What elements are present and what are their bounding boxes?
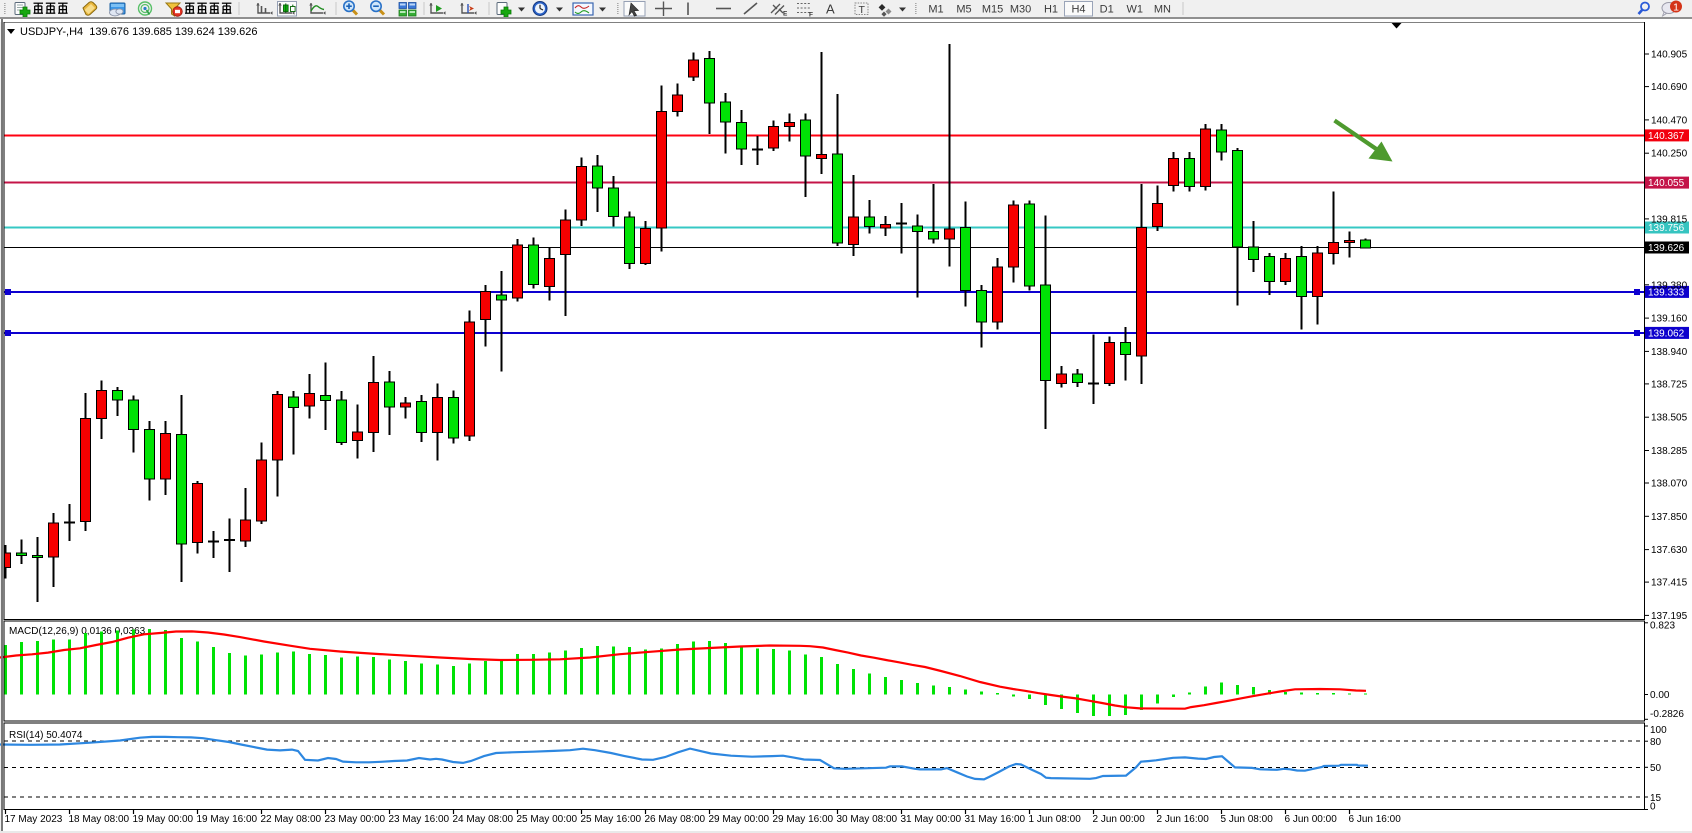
svg-text:H1: H1 (1044, 4, 1058, 16)
svg-text:H4: H4 (1071, 4, 1085, 16)
svg-text:138.505: 138.505 (1651, 413, 1688, 424)
svg-text:31 May 16:00: 31 May 16:00 (965, 814, 1026, 825)
svg-text:139.160: 139.160 (1651, 314, 1688, 325)
svg-text:F: F (809, 12, 813, 18)
svg-text:50: 50 (1650, 763, 1662, 774)
svg-text:31 May 00:00: 31 May 00:00 (901, 814, 962, 825)
svg-text:138.725: 138.725 (1651, 379, 1688, 390)
svg-text:100: 100 (1650, 725, 1667, 736)
svg-text:M15: M15 (982, 4, 1003, 16)
svg-text:25 May 00:00: 25 May 00:00 (517, 814, 578, 825)
svg-text:18 May 08:00: 18 May 08:00 (69, 814, 130, 825)
svg-text:0.823: 0.823 (1650, 621, 1675, 632)
svg-text:140.367: 140.367 (1648, 131, 1685, 142)
svg-text:140.055: 140.055 (1648, 178, 1685, 189)
svg-text:M5: M5 (956, 4, 971, 16)
svg-text:D1: D1 (1100, 4, 1114, 16)
svg-text:1: 1 (1673, 2, 1679, 14)
svg-text:2 Jun 16:00: 2 Jun 16:00 (1157, 814, 1210, 825)
svg-text:139.626: 139.626 (1648, 243, 1685, 254)
svg-text:139.333: 139.333 (1648, 287, 1685, 298)
svg-text:1 Jun 08:00: 1 Jun 08:00 (1029, 814, 1082, 825)
svg-text:139.756: 139.756 (1648, 223, 1685, 234)
svg-text:140.470: 140.470 (1651, 115, 1688, 126)
svg-text:2 Jun 00:00: 2 Jun 00:00 (1093, 814, 1146, 825)
svg-text:T: T (859, 4, 866, 16)
svg-text:5 Jun 08:00: 5 Jun 08:00 (1221, 814, 1274, 825)
svg-text:24 May 08:00: 24 May 08:00 (453, 814, 514, 825)
svg-text:0: 0 (1650, 802, 1656, 813)
svg-text:6 Jun 16:00: 6 Jun 16:00 (1349, 814, 1402, 825)
svg-text:80: 80 (1650, 737, 1662, 748)
svg-text:140.905: 140.905 (1651, 50, 1688, 61)
svg-text:138.070: 138.070 (1651, 479, 1688, 490)
svg-text:137.415: 137.415 (1651, 578, 1688, 589)
svg-text:139.815: 139.815 (1651, 214, 1688, 225)
svg-text:26 May 08:00: 26 May 08:00 (645, 814, 706, 825)
svg-text:W1: W1 (1127, 4, 1144, 16)
svg-text:E: E (783, 11, 788, 18)
svg-text:19 May 16:00: 19 May 16:00 (197, 814, 258, 825)
svg-text:138.285: 138.285 (1651, 446, 1688, 457)
svg-text:A: A (826, 2, 835, 17)
svg-text:-0.2826: -0.2826 (1650, 709, 1684, 720)
svg-text:USDJPY-,H4 139.676 139.685 13: USDJPY-,H4 139.676 139.685 139.624 139.6… (20, 26, 258, 38)
svg-text:139.062: 139.062 (1648, 328, 1685, 339)
svg-text:137.850: 137.850 (1651, 512, 1688, 523)
svg-text:17 May 2023: 17 May 2023 (5, 814, 63, 825)
svg-text:140.690: 140.690 (1651, 82, 1688, 93)
svg-text:RSI(14) 50.4074: RSI(14) 50.4074 (9, 730, 83, 741)
svg-text:0.00: 0.00 (1650, 690, 1670, 701)
svg-text:23 May 00:00: 23 May 00:00 (325, 814, 386, 825)
svg-text:138.940: 138.940 (1651, 347, 1688, 358)
svg-text:137.630: 137.630 (1651, 545, 1688, 556)
svg-text:MN: MN (1154, 4, 1171, 16)
svg-text:139.380: 139.380 (1651, 280, 1688, 291)
svg-text:140.250: 140.250 (1651, 149, 1688, 160)
svg-text:22 May 08:00: 22 May 08:00 (261, 814, 322, 825)
svg-text:29 May 16:00: 29 May 16:00 (773, 814, 834, 825)
svg-text:M1: M1 (928, 4, 943, 16)
svg-text:19 May 00:00: 19 May 00:00 (133, 814, 194, 825)
svg-text:M30: M30 (1010, 4, 1031, 16)
svg-text:MACD(12,26,9) 0,0136 0,0363: MACD(12,26,9) 0,0136 0,0363 (9, 626, 146, 637)
svg-text:25 May 16:00: 25 May 16:00 (581, 814, 642, 825)
svg-text:23 May 16:00: 23 May 16:00 (389, 814, 450, 825)
svg-text:30 May 08:00: 30 May 08:00 (837, 814, 898, 825)
svg-text:15: 15 (1650, 793, 1662, 804)
svg-text:137.195: 137.195 (1651, 611, 1688, 622)
svg-text:29 May 00:00: 29 May 00:00 (709, 814, 770, 825)
svg-text:6 Jun 00:00: 6 Jun 00:00 (1285, 814, 1338, 825)
